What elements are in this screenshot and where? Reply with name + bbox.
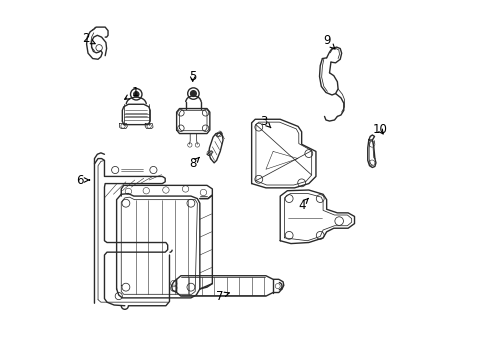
Text: 8: 8 bbox=[189, 157, 199, 170]
Circle shape bbox=[133, 91, 139, 97]
Text: 10: 10 bbox=[372, 123, 387, 136]
Text: 1: 1 bbox=[124, 86, 139, 99]
Circle shape bbox=[190, 91, 196, 96]
Text: 3: 3 bbox=[260, 114, 270, 128]
Text: 2: 2 bbox=[81, 32, 95, 45]
Text: 6: 6 bbox=[76, 174, 89, 186]
Text: 5: 5 bbox=[189, 70, 196, 83]
Text: 9: 9 bbox=[322, 34, 334, 49]
Text: 4: 4 bbox=[297, 198, 307, 212]
Text: 7: 7 bbox=[215, 289, 229, 303]
